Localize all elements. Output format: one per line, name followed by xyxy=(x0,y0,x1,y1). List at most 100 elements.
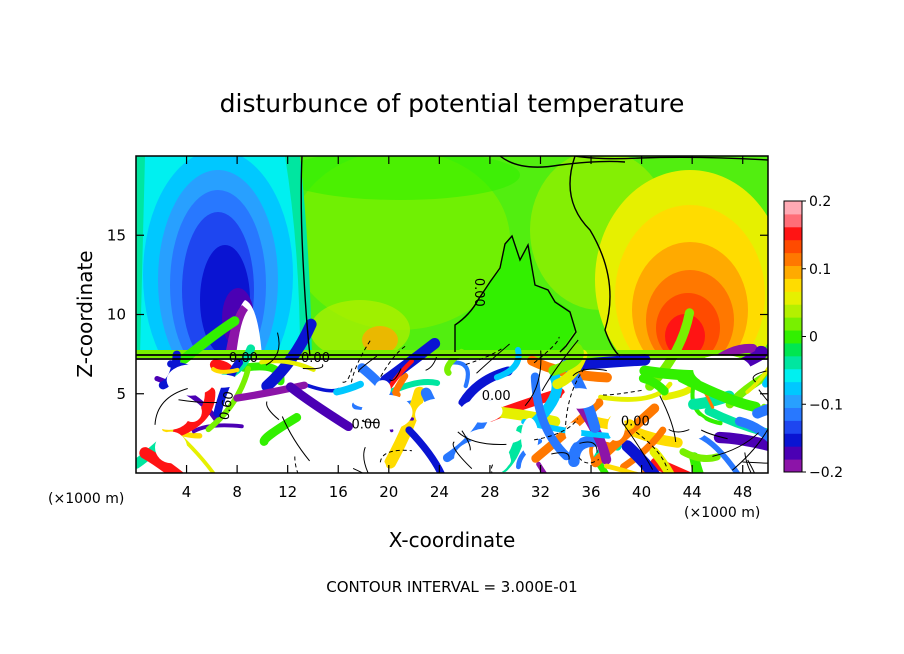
contour-label: 0.60 xyxy=(217,390,237,421)
turbulence-streak xyxy=(139,447,184,473)
colorbar-swatch xyxy=(784,239,802,254)
x-tick-label: 32 xyxy=(531,483,550,501)
turbulence-contour xyxy=(281,416,310,462)
colorbar-swatch xyxy=(784,317,802,331)
x-tick-label: 4 xyxy=(182,483,192,501)
turbulence-contour xyxy=(551,452,570,460)
colorbar-swatch xyxy=(784,278,802,292)
x-tick-label: 40 xyxy=(632,483,651,501)
turbulence-streak xyxy=(762,374,768,388)
turbulence-contour xyxy=(635,431,668,470)
y-axis: 5 10 15 xyxy=(107,226,768,403)
turbulence-contour xyxy=(668,429,690,433)
contour-label: 0.00 xyxy=(301,351,330,366)
white-eddy xyxy=(338,451,387,473)
turbulence-contour xyxy=(534,418,579,441)
turbulence-streak xyxy=(568,435,605,468)
turbulence-streak xyxy=(173,386,216,437)
colorbar-swatch xyxy=(784,368,802,383)
white-eddy xyxy=(607,413,625,441)
x-unit-right: (×1000 m) xyxy=(684,505,760,521)
contour-right xyxy=(569,156,768,357)
turbulence-contour xyxy=(379,449,412,463)
turbulence-contour xyxy=(457,431,507,446)
x-tick-label: 24 xyxy=(430,483,449,501)
turbulence-streak xyxy=(734,416,768,443)
turbulence-contour xyxy=(622,422,654,470)
turbulence-streak xyxy=(530,372,571,461)
turbulence-streak xyxy=(259,413,302,446)
white-eddy xyxy=(166,364,215,396)
x-tick-label: 8 xyxy=(232,483,242,501)
contour-left xyxy=(300,156,311,357)
turbulence-streak xyxy=(689,452,704,473)
white-eddy xyxy=(684,415,708,439)
colorbar-swatch xyxy=(784,342,802,357)
upper-field xyxy=(136,156,768,400)
x-tick-label: 16 xyxy=(329,483,348,501)
white-eddy xyxy=(298,418,323,458)
turbulence-streak xyxy=(259,358,316,372)
warm-patch xyxy=(362,326,398,354)
contour-interval-note: CONTOUR INTERVAL = 3.000E-01 xyxy=(326,578,577,596)
contour-label: 0.00 xyxy=(482,389,511,404)
colorbar-swatch xyxy=(784,226,802,241)
turbulence-streak xyxy=(752,403,768,419)
turbulence-contour xyxy=(700,429,728,440)
y-tick-label: 5 xyxy=(116,385,126,403)
turbulence-contour xyxy=(461,430,471,451)
white-eddy xyxy=(693,354,752,386)
turbulence-contour xyxy=(302,364,324,370)
contour-top xyxy=(499,156,626,168)
turbulence-contour xyxy=(524,350,542,407)
colorbar-swatch xyxy=(784,330,802,344)
turbulence-contour xyxy=(350,339,372,383)
turbulence-contour xyxy=(533,336,560,364)
turbulence-streak xyxy=(620,426,667,471)
colorbar-tick-label: −0.2 xyxy=(809,465,843,481)
white-eddy xyxy=(460,399,503,423)
turbulence-contour xyxy=(178,399,218,404)
turbulence-streak xyxy=(384,386,426,469)
turbulence-contour xyxy=(541,339,579,392)
turbulence-streak xyxy=(205,365,251,433)
x-tick-label: 20 xyxy=(379,483,398,501)
turbulence-contour xyxy=(154,388,188,425)
turbulence-contour xyxy=(352,467,364,473)
plot-area: 0.00 0.00 0.00 0.60 0.00 0.00 0.00 xyxy=(136,156,768,473)
x-tick-label: 48 xyxy=(733,483,752,501)
turbulence-streak xyxy=(333,380,364,396)
turbulence-contour xyxy=(578,457,600,464)
colorbar-swatch xyxy=(784,407,802,421)
cold-anomaly-purple xyxy=(225,305,248,356)
turbulence-streak xyxy=(405,426,445,473)
white-eddy xyxy=(148,400,190,430)
colorbar-swatch xyxy=(784,459,802,473)
turbulence-contour xyxy=(361,419,380,424)
turbulence-contour xyxy=(265,332,280,366)
colorbar: 0.2 0.1 0 −0.1 −0.2 xyxy=(783,194,843,481)
x-axis-label: X-coordinate xyxy=(389,528,516,552)
colorbar-swatch xyxy=(784,433,802,447)
turbulence-streak xyxy=(695,432,741,473)
turbulence-contour xyxy=(389,368,402,381)
colorbar-swatch xyxy=(784,446,802,460)
colorbar-swatch xyxy=(784,304,802,318)
turbulence-streak xyxy=(676,372,761,413)
contour-lines xyxy=(136,156,768,360)
colorbar-swatch xyxy=(784,381,802,396)
turbulence-contour xyxy=(363,447,369,473)
contour-label: 0.00 xyxy=(621,414,650,429)
white-eddy xyxy=(565,422,582,443)
turbulence-streak xyxy=(548,343,584,376)
turbulence-streak xyxy=(604,463,641,473)
x-unit-left: (×1000 m) xyxy=(48,491,124,507)
contour-label: 0.00 xyxy=(471,278,486,307)
white-eddy xyxy=(521,417,539,457)
white-eddy xyxy=(415,398,465,432)
colorbar-swatch xyxy=(784,420,802,434)
contour-label: 0.00 xyxy=(229,351,258,366)
turbulence-contour xyxy=(758,389,768,403)
turbulence-contour xyxy=(742,461,768,464)
white-eddy xyxy=(258,452,316,473)
